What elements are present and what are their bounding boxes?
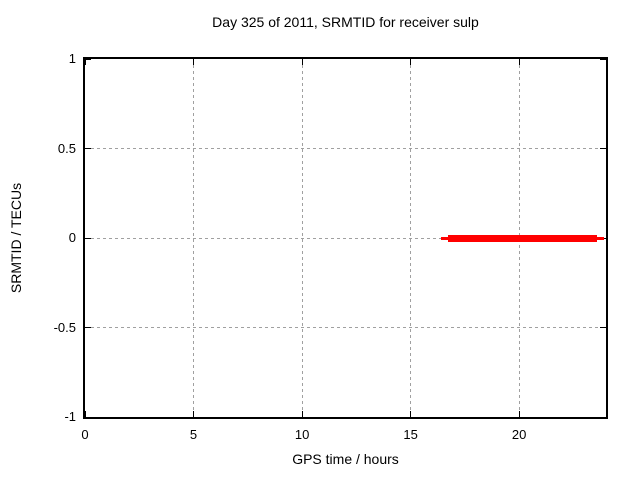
y-gridline — [85, 148, 606, 149]
y-gridline — [85, 327, 606, 328]
y-tick-mark-right — [600, 58, 606, 60]
y-tick-mark-right — [600, 416, 606, 418]
x-tick-mark-bottom — [84, 411, 86, 417]
y-tick-label: 0 — [68, 230, 76, 245]
x-axis-label: GPS time / hours — [292, 451, 399, 467]
x-tick-mark-top — [410, 59, 412, 65]
x-tick-mark-bottom — [410, 411, 412, 417]
y-tick-label: -1 — [64, 409, 76, 424]
plot-area — [83, 57, 608, 419]
data-series-segment — [597, 236, 604, 240]
x-tick-mark-top — [301, 59, 303, 65]
x-tick-label: 10 — [294, 427, 310, 442]
x-tick-label: 20 — [511, 427, 527, 442]
x-tick-mark-bottom — [518, 411, 520, 417]
data-series-segment — [447, 234, 598, 242]
y-tick-label: 1 — [68, 51, 76, 66]
y-tick-mark-left — [85, 148, 91, 149]
y-tick-mark-left — [85, 58, 91, 60]
plot-canvas — [84, 58, 606, 418]
x-tick-mark-top — [84, 59, 86, 65]
x-tick-mark-top — [193, 59, 195, 65]
x-tick-mark-bottom — [193, 411, 195, 417]
y-tick-mark-right — [600, 148, 606, 149]
x-tick-mark-top — [518, 59, 520, 65]
x-tick-mark-bottom — [301, 411, 303, 417]
y-gridline — [85, 237, 606, 239]
x-tick-label: 5 — [189, 427, 198, 442]
y-tick-mark-left — [85, 327, 91, 328]
y-tick-label: -0.5 — [53, 319, 76, 335]
data-series-segment — [441, 236, 448, 240]
y-tick-label: 0.5 — [57, 140, 76, 156]
y-tick-mark-left — [85, 237, 91, 239]
chart-title: Day 325 of 2011, SRMTID for receiver sul… — [212, 14, 479, 30]
y-tick-mark-right — [600, 327, 606, 328]
x-tick-label: 15 — [403, 427, 418, 442]
y-tick-mark-left — [85, 416, 91, 418]
x-tick-label: 0 — [81, 427, 89, 442]
